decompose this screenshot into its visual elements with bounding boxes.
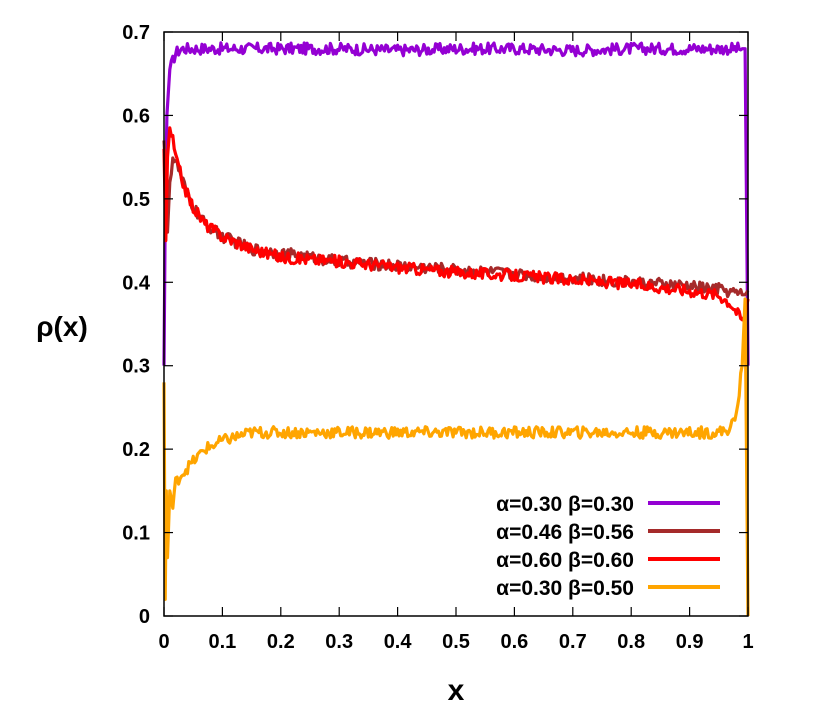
x-tick-label: 0 [158, 631, 169, 653]
legend-label: α=0.30 β=0.30 [496, 493, 634, 516]
y-tick-label: 0.7 [122, 22, 150, 44]
legend-label: α=0.60 β=0.60 [496, 549, 634, 572]
x-tick-label: 0.1 [208, 631, 236, 653]
x-tick-label: 0.6 [500, 631, 528, 653]
y-tick-label: 0.6 [122, 105, 150, 127]
x-tick-label: 0.4 [384, 631, 413, 653]
x-tick-label: 0.7 [559, 631, 587, 653]
legend-label: α=0.30 β=0.50 [496, 577, 634, 600]
y-tick-label: 0.4 [122, 272, 151, 294]
x-tick-label: 0.8 [617, 631, 645, 653]
x-tick-label: 1 [742, 631, 753, 653]
ticks-layer: 0 0.1 0.2 0.3 0.4 0.5 0.6 0.7 0.8 0.9 1 0 0.1 0.2 0.3 0… [122, 22, 753, 653]
x-tick-label: 0.5 [442, 631, 470, 653]
plot-frame [163, 31, 749, 617]
x-tick-label: 0.9 [676, 631, 704, 653]
series-line-0 [162, 41, 750, 366]
series-line-2 [162, 126, 750, 322]
y-tick-label: 0.5 [122, 189, 150, 211]
y-tick-label: 0 [139, 606, 150, 628]
y-tick-label: 0.3 [122, 356, 150, 378]
y-tick-label: 0.2 [122, 439, 150, 461]
legend-label: α=0.46 β=0.56 [496, 521, 634, 544]
x-tick-label: 0.2 [267, 631, 295, 653]
series-layer [162, 41, 750, 617]
y-tick-label: 0.1 [122, 523, 150, 545]
y-axis-label: ρ(x) [36, 311, 88, 342]
x-axis-label: x [448, 674, 465, 707]
legend: α=0.30 β=0.30 α=0.46 β=0.56 α=0.60 β=0.60 α… [496, 493, 720, 600]
series-line-3 [162, 297, 750, 617]
x-tick-label: 0.3 [325, 631, 353, 653]
